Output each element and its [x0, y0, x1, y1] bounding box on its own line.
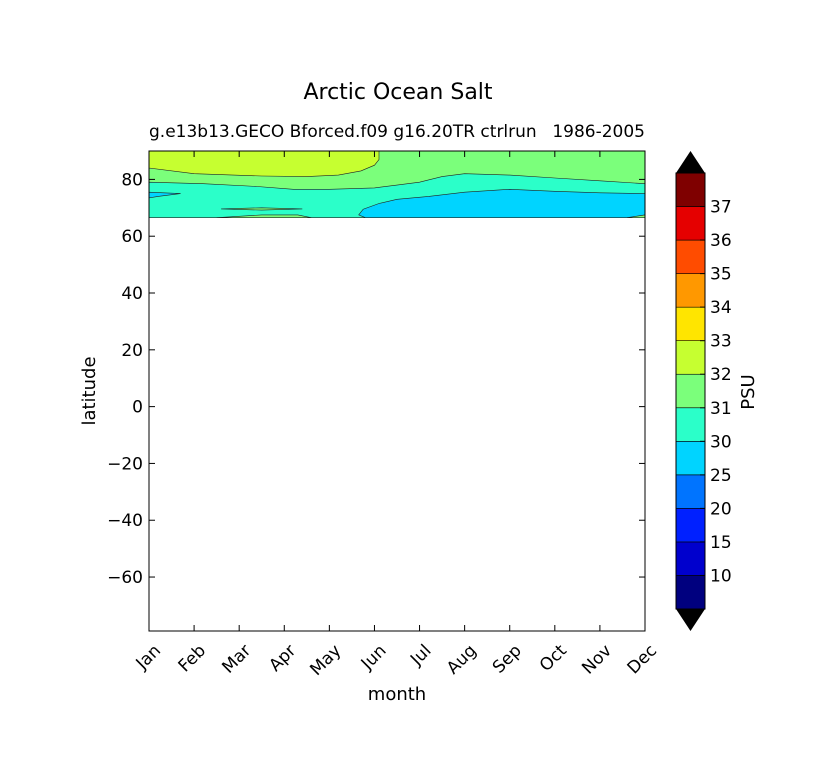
x-tick-label: Apr: [265, 641, 300, 676]
colorbar-tick-label: 37: [710, 198, 732, 218]
colorbar-swatch: [675, 508, 706, 543]
x-tick-label: Sep: [489, 641, 526, 678]
x-axis-label: month: [368, 684, 426, 705]
colorbar-swatch: [675, 373, 706, 409]
colorbar-tick-label: 10: [710, 566, 732, 586]
colorbar: 10 15 20 25 30 31 32 33 34 35 36 37: [675, 151, 732, 631]
contour-region-31-32: [221, 207, 303, 211]
colorbar-swatch: [675, 441, 706, 476]
contour-fill: [148, 150, 646, 218]
y-tick-label: 40: [121, 284, 143, 304]
colorbar-label: PSU: [738, 374, 759, 409]
chart-subtitle-left: g.e13b13.GECO Bforced.f09 g16.20TR ctrlr…: [149, 122, 537, 142]
colorbar-frame: [675, 172, 706, 610]
chart-subtitle-right: 1986-2005: [552, 122, 645, 142]
x-tick-label: Jul: [406, 641, 435, 670]
colorbar-extend-under: [676, 609, 705, 631]
y-tick-label: −20: [107, 454, 143, 474]
colorbar-swatch: [675, 407, 706, 442]
colorbar-tick-label: 25: [710, 466, 732, 486]
colorbar-swatch: [675, 306, 706, 341]
y-tick-label: 60: [121, 227, 143, 247]
y-tick-label: 0: [132, 398, 143, 418]
x-tick-label: Nov: [578, 641, 616, 679]
colorbar-tick-label: 31: [710, 399, 732, 419]
x-tick-label: May: [306, 641, 345, 680]
y-axis-label: latitude: [79, 356, 100, 425]
colorbar-swatch: [675, 239, 706, 274]
colorbar-swatch: [675, 273, 706, 308]
colorbar-swatch: [675, 575, 706, 610]
x-tick-label: Aug: [443, 641, 481, 679]
y-tick-label: −40: [107, 511, 143, 531]
colorbar-extend-over: [676, 151, 705, 173]
colorbar-tick-label: 30: [710, 432, 732, 452]
colorbar-tick-label: 34: [710, 298, 732, 318]
chart-title: Arctic Ocean Salt: [303, 80, 492, 105]
colorbar-swatch: [675, 474, 706, 509]
axis-ticks: −60 −40 −20 0 20 40 60 80 Jan Feb Mar Apr May Jun Jul A…: [107, 151, 661, 680]
colorbar-tick-label: 15: [710, 533, 732, 553]
contour-region-32-33: [148, 150, 380, 177]
x-tick-label: Jan: [132, 641, 165, 674]
y-tick-label: 80: [121, 170, 143, 190]
colorbar-tick-label: 36: [710, 231, 732, 251]
colorbar-swatch: [675, 172, 706, 207]
colorbar-tick-label: 32: [710, 365, 732, 385]
x-tick-label: Mar: [218, 641, 255, 678]
x-tick-label: Feb: [175, 641, 210, 676]
x-tick-label: Dec: [624, 641, 661, 678]
colorbar-tick-label: 20: [710, 499, 732, 519]
y-tick-label: 20: [121, 341, 143, 361]
colorbar-tick-label: 35: [710, 265, 732, 285]
contour-region-31-32: [216, 214, 312, 218]
plot-frame: [148, 150, 646, 632]
x-tick-label: Oct: [536, 641, 571, 676]
y-tick-label: −60: [107, 568, 143, 588]
x-tick-label: Jun: [357, 641, 391, 675]
colorbar-swatch: [675, 541, 706, 576]
colorbar-tick-label: 33: [710, 332, 732, 352]
colorbar-swatch: [675, 340, 706, 375]
colorbar-swatch: [675, 206, 706, 241]
